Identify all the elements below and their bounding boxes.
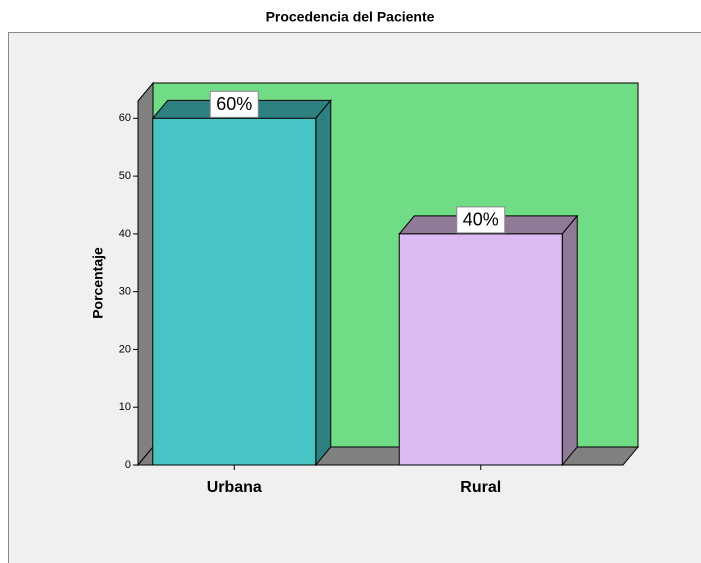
y-axis-label: Porcentaje [90,247,106,319]
bar-side [315,98,332,467]
bar [398,233,563,466]
y-tick-label: 20 [119,343,131,355]
value-label: 40% [463,210,499,230]
chart-title: Procedencia del Paciente [266,9,435,25]
y-tick-label: 50 [119,170,131,182]
y-tick-label: 0 [125,459,131,471]
value-label-box [456,206,506,234]
y-tick-label: 40 [119,228,131,240]
bar [152,117,317,466]
bar-side [561,214,578,467]
left-wall [137,81,154,467]
y-tick-label: 10 [119,401,131,413]
value-label-box [209,90,259,118]
x-tick-label: Urbana [207,479,262,496]
value-label: 60% [216,94,252,114]
x-tick-label: Rural [460,479,501,496]
y-tick-label: 60 [119,112,131,124]
y-tick-label: 30 [119,286,131,298]
